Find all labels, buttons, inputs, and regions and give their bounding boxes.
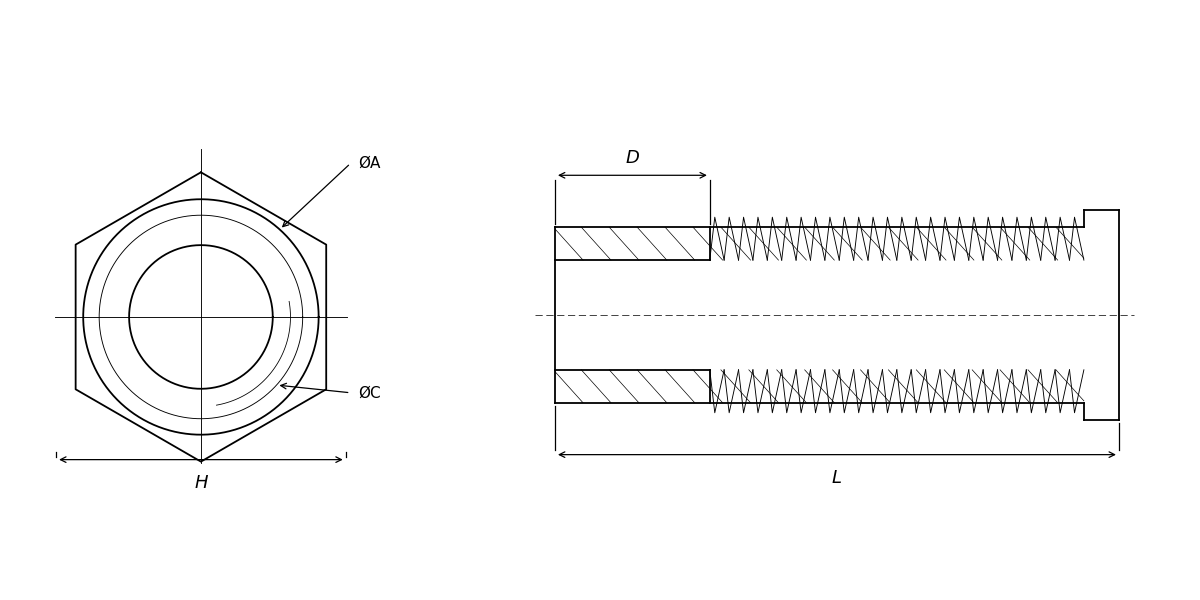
- Text: ØA: ØA: [359, 156, 380, 171]
- Text: H: H: [194, 473, 208, 491]
- Text: D: D: [625, 149, 640, 167]
- Text: ØC: ØC: [359, 385, 382, 400]
- Text: L: L: [832, 469, 842, 487]
